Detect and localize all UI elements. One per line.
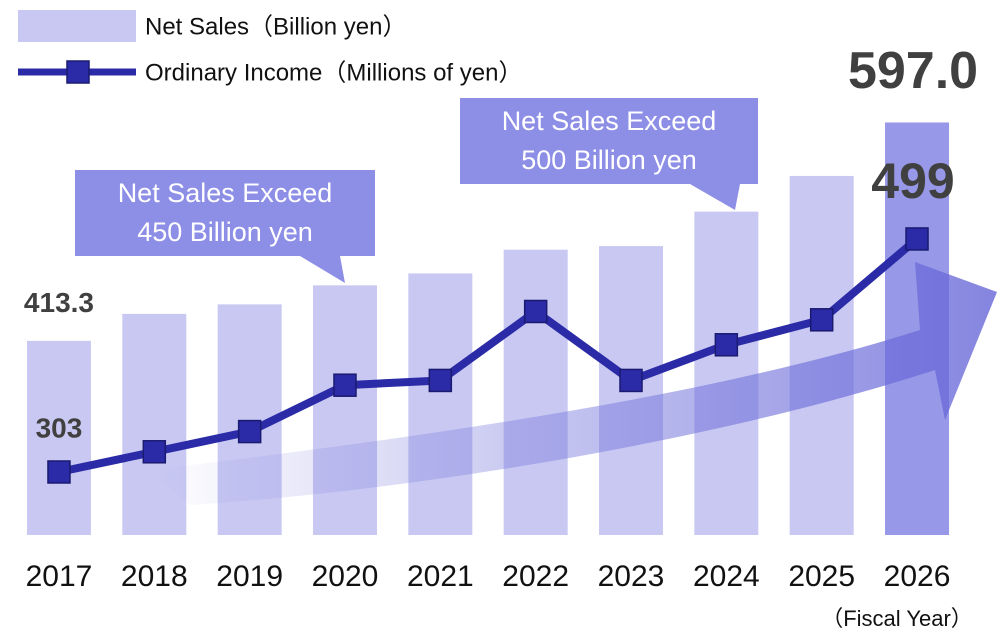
line-marker xyxy=(905,227,929,251)
value-label: 597.0 xyxy=(848,42,978,100)
callout-box xyxy=(460,98,758,210)
x-tick-label: 2022 xyxy=(502,560,569,593)
bar xyxy=(122,313,187,535)
x-tick-label: 2025 xyxy=(788,560,855,593)
value-label: 413.3 xyxy=(24,287,94,318)
value-label: 499 xyxy=(871,153,954,209)
line-marker xyxy=(333,373,357,397)
legend-swatch xyxy=(18,10,136,42)
callout-text: 450 Billion yen xyxy=(137,217,313,247)
legend-label: Net Sales（Billion yen） xyxy=(145,13,406,40)
bar xyxy=(26,340,91,535)
legend-swatch xyxy=(66,60,90,84)
x-tick-label: 2026 xyxy=(884,560,951,593)
x-tick-label: 2023 xyxy=(598,560,665,593)
bar xyxy=(694,211,759,535)
line-marker xyxy=(523,299,548,324)
line-marker xyxy=(619,368,643,393)
callout-text: 500 Billion yen xyxy=(521,145,697,175)
x-tick-label: 2021 xyxy=(407,560,474,593)
line-marker xyxy=(714,333,739,357)
bar xyxy=(503,249,568,535)
line-marker xyxy=(47,460,71,484)
x-tick-label: 2019 xyxy=(216,560,283,593)
callout-text: Net Sales Exceed xyxy=(502,106,717,136)
line xyxy=(58,235,920,476)
value-label: 303 xyxy=(36,412,83,443)
line-marker xyxy=(237,419,262,444)
line-marker xyxy=(428,368,453,393)
line-marker xyxy=(142,440,167,464)
line-layer xyxy=(47,227,929,484)
callout-text: Net Sales Exceed xyxy=(118,178,333,208)
label-layer: Net Sales（Billion yen） Ordinary Income（Mi… xyxy=(18,10,978,631)
line-marker xyxy=(809,308,834,332)
x-axis-label: （Fiscal Year） xyxy=(821,606,973,631)
bar xyxy=(312,285,377,535)
legend-label: Ordinary Income（Millions of yen） xyxy=(145,59,522,86)
x-tick-label: 2024 xyxy=(693,560,760,593)
trend-arrow xyxy=(150,262,997,505)
x-tick-label: 2020 xyxy=(312,560,379,593)
x-tick-label: 2017 xyxy=(26,560,93,593)
x-tick-label: 2018 xyxy=(121,560,188,593)
bar xyxy=(408,273,473,535)
callout-box xyxy=(75,170,375,283)
bar-layer xyxy=(26,122,950,535)
